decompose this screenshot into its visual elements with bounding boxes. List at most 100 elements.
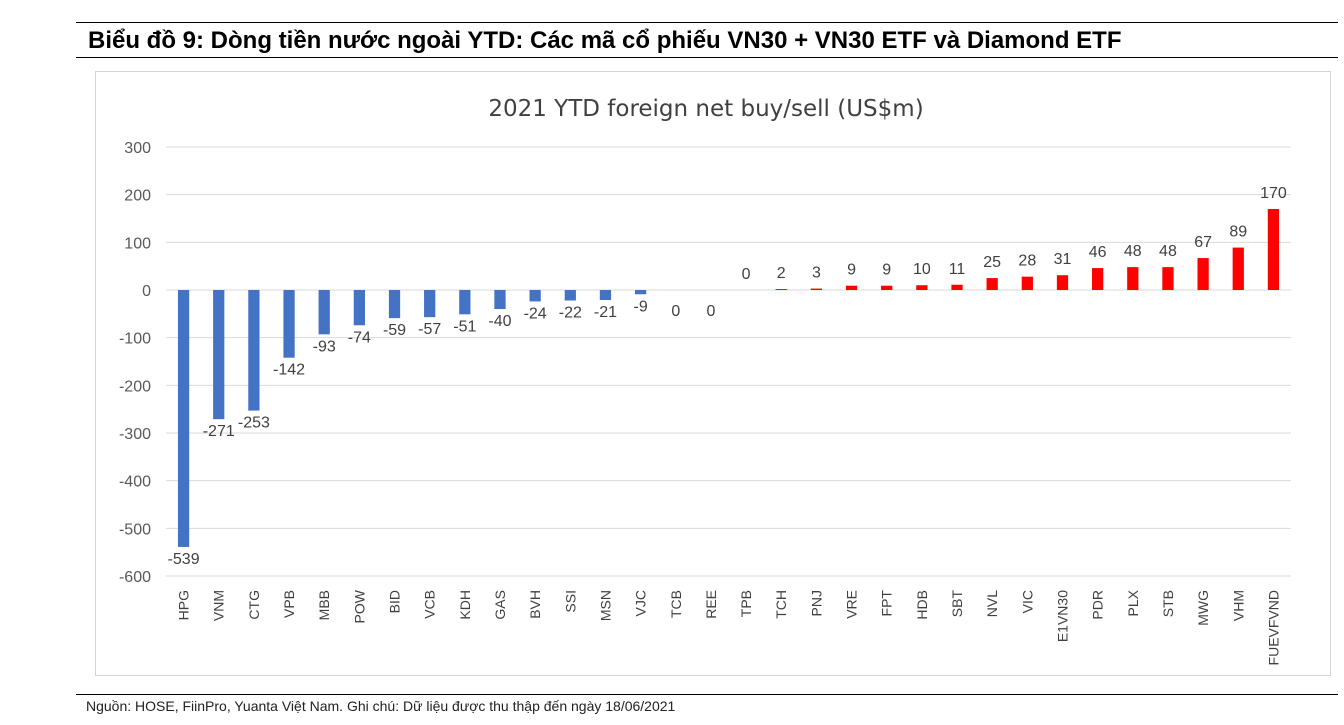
data-label: -142 [273,362,305,379]
bar [388,290,401,319]
bar [1056,275,1069,290]
data-label: -22 [559,304,582,321]
y-tick-label: 300 [124,140,151,157]
data-label: -253 [238,415,270,432]
x-tick-label: VHM [1230,590,1246,621]
x-tick-label: POW [351,589,367,623]
bar [845,285,858,290]
data-label: 3 [812,265,821,282]
bar [529,290,541,302]
x-tick-label: CTG [246,590,262,620]
x-tick-label: REE [703,590,719,619]
x-tick-label: SBT [949,590,965,618]
bar [1021,276,1033,290]
data-label: 89 [1229,224,1247,241]
data-label: 0 [742,266,751,283]
bar [494,290,506,310]
x-tick-label: TCH [773,590,789,619]
bar [986,278,998,290]
x-tick-label: TCB [668,590,684,618]
data-label: -24 [524,305,547,322]
bar [810,288,823,290]
x-tick-label: BVH [527,590,543,619]
data-label: -40 [488,313,511,330]
bar [248,290,260,411]
x-tick-label: MSN [597,590,613,621]
x-tick-label: PDR [1090,590,1106,620]
data-label: 10 [913,261,931,278]
bar [564,290,576,301]
bar [213,290,225,420]
y-tick-label: 200 [124,188,151,205]
data-label: 9 [882,262,891,279]
x-tick-label: BID [387,590,403,613]
data-label: -93 [313,338,336,355]
bar [916,285,928,290]
x-tick-label: GAS [492,590,508,620]
bar [459,290,471,315]
data-label: -74 [348,329,371,346]
bar [318,290,330,335]
x-tick-label: VJC [633,590,649,616]
x-tick-label: FPT [879,590,895,617]
x-tick-label: HPG [176,590,192,620]
data-label: -539 [168,551,200,568]
data-label: 48 [1124,243,1142,260]
data-label: 9 [847,262,856,279]
data-label: 48 [1159,243,1177,260]
x-tick-label: VRE [844,590,860,619]
x-tick-label: SSI [562,590,578,613]
page-title: Biểu đồ 9: Dòng tiền nước ngoài YTD: Các… [76,22,1338,58]
data-label: -9 [633,298,647,315]
bar [353,290,365,326]
bar [283,290,295,358]
bar [424,290,436,318]
x-tick-label: STB [1160,590,1176,617]
data-label: 0 [706,303,715,320]
x-tick-label: HDB [914,590,930,620]
bar [1092,268,1104,290]
data-label: -57 [418,321,441,338]
x-tick-label: VNM [211,590,227,621]
data-label: -21 [594,304,617,321]
bar [1127,267,1139,290]
x-tick-label: VPB [281,590,297,618]
x-tick-label: MWG [1195,590,1211,626]
data-label: 11 [949,261,966,278]
y-tick-label: -100 [119,331,151,348]
data-label: 2 [777,265,786,282]
x-tick-label: KDH [457,590,473,620]
bar-chart: 2021 YTD foreign net buy/sell (US$m) 300… [119,96,1291,665]
data-label: 170 [1260,185,1287,202]
y-tick-label: -400 [119,474,151,491]
data-label: 0 [671,303,680,320]
chart-frame: 2021 YTD foreign net buy/sell (US$m) 300… [95,71,1331,676]
y-tick-label: 0 [142,283,151,300]
x-tick-label: TPB [738,590,754,617]
bar [1197,258,1209,290]
bar [1162,267,1174,290]
chart-title: 2021 YTD foreign net buy/sell (US$m) [488,96,923,122]
data-label: 25 [983,254,1001,271]
x-tick-label: E1VN30 [1054,590,1070,642]
bar [951,284,963,290]
y-tick-label: -300 [119,426,151,443]
data-label: -51 [453,318,476,335]
source-note: Nguồn: HOSE, FiinPro, Yuanta Việt Nam. G… [76,694,1338,720]
data-label: -271 [203,423,235,440]
y-tick-label: -600 [119,569,151,586]
data-label: 67 [1194,234,1212,251]
bar [177,290,190,547]
x-tick-label: MBB [316,590,332,620]
x-tick-label: PLX [1125,589,1141,616]
bar [1232,247,1244,290]
y-tick-label: 100 [124,235,151,252]
y-tick-label: -500 [119,521,151,538]
data-label: 28 [1018,253,1036,270]
y-tick-label: -200 [119,378,151,395]
x-tick-label: NVL [984,590,1000,617]
bar [881,285,893,290]
bar [599,290,612,301]
data-label: 31 [1054,251,1072,268]
x-tick-label: FUEVFVND [1265,590,1281,665]
